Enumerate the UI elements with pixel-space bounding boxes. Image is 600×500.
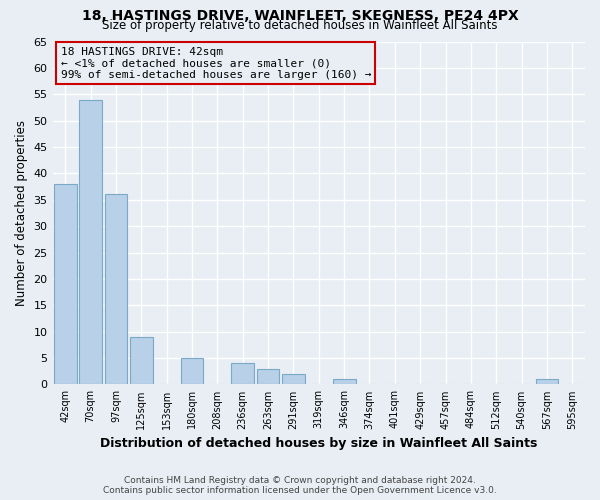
Bar — [130, 337, 152, 384]
X-axis label: Distribution of detached houses by size in Wainfleet All Saints: Distribution of detached houses by size … — [100, 437, 538, 450]
Bar — [282, 374, 305, 384]
Bar — [181, 358, 203, 384]
Y-axis label: Number of detached properties: Number of detached properties — [15, 120, 28, 306]
Text: Contains HM Land Registry data © Crown copyright and database right 2024.
Contai: Contains HM Land Registry data © Crown c… — [103, 476, 497, 495]
Text: 18 HASTINGS DRIVE: 42sqm
← <1% of detached houses are smaller (0)
99% of semi-de: 18 HASTINGS DRIVE: 42sqm ← <1% of detach… — [61, 46, 371, 80]
Bar — [536, 379, 559, 384]
Text: 18, HASTINGS DRIVE, WAINFLEET, SKEGNESS, PE24 4PX: 18, HASTINGS DRIVE, WAINFLEET, SKEGNESS,… — [82, 9, 518, 23]
Bar — [333, 379, 356, 384]
Bar — [231, 364, 254, 384]
Bar — [54, 184, 77, 384]
Bar — [79, 100, 102, 385]
Bar — [104, 194, 127, 384]
Bar — [257, 368, 280, 384]
Text: Size of property relative to detached houses in Wainfleet All Saints: Size of property relative to detached ho… — [102, 19, 498, 32]
